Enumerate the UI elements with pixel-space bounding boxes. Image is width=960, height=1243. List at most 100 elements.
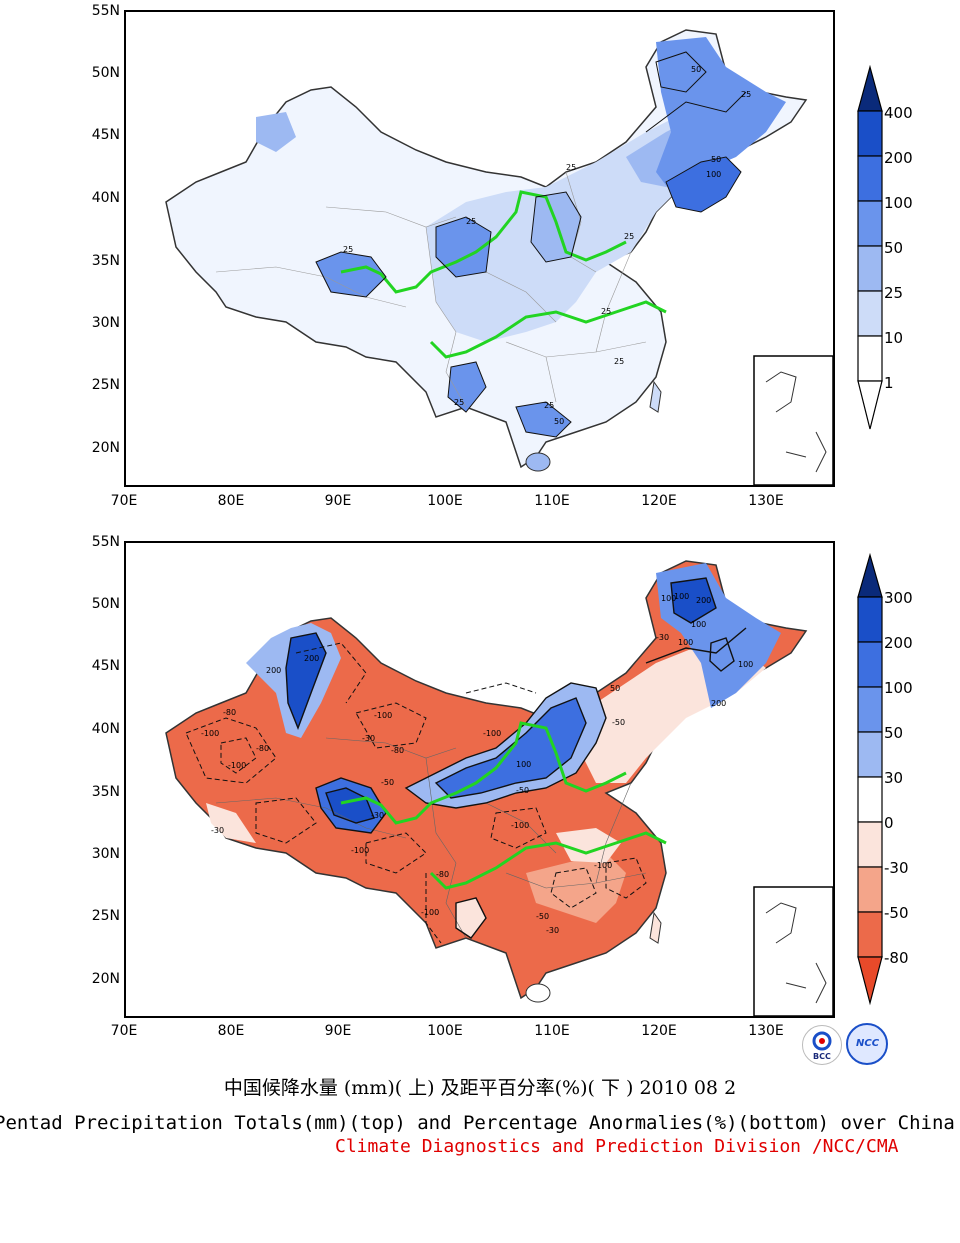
- lat-label: 50N: [91, 65, 120, 81]
- colorbar-label: 10: [884, 329, 904, 347]
- lon-label: 90E: [324, 1023, 352, 1039]
- contour-label-group: 50 25 50 100 25 25 25 25 25 25 50 25 25: [343, 65, 751, 426]
- colorbar-label: 50: [884, 239, 904, 257]
- contour-label: 50: [691, 65, 701, 74]
- lon-label: 70E: [110, 1023, 138, 1039]
- colorbar-label: 100: [884, 679, 913, 697]
- precip-25-50-se: [516, 402, 571, 437]
- colorbar-label: -80: [884, 949, 909, 967]
- colorbar-label: 400: [884, 104, 913, 122]
- lat-label: 45N: [91, 127, 120, 143]
- top-colorbar: [857, 65, 883, 430]
- contour-label: 50: [554, 417, 564, 426]
- contour-label: 25: [566, 163, 576, 172]
- hainan-island: [525, 452, 551, 472]
- province-lines: [215, 737, 647, 939]
- anomaly-positive-ne-core: [671, 578, 716, 623]
- contour-label: -100: [511, 821, 529, 830]
- contour-label: 100: [661, 594, 676, 603]
- contour-label: 200: [266, 666, 281, 675]
- precip-10-25-xinjiang: [256, 112, 296, 152]
- lon-label: 100E: [427, 493, 463, 509]
- precip-50-100-ne: [666, 157, 741, 212]
- ncc-logo: NCC: [846, 1023, 888, 1065]
- contour-label: -100: [421, 908, 439, 917]
- lat-label: 40N: [91, 721, 120, 737]
- top-map-svg: 50 25 50 100 25 25 25 25 25 25 50 25 25: [165, 29, 833, 485]
- contour-label: -80: [391, 746, 404, 755]
- contour-label: 200: [304, 654, 319, 663]
- contour-label: -100: [201, 729, 219, 738]
- contour-label: 100: [516, 760, 531, 769]
- contour-label-group: 200 200 100 100 200 -100 -80 -100 -80 -1…: [201, 592, 753, 935]
- bottom-colorbar: [857, 553, 883, 1006]
- precip-25-50-ne: [656, 37, 786, 192]
- contour-label: 25: [343, 245, 353, 254]
- colorbar-label: 300: [884, 589, 913, 607]
- lat-label: 30N: [91, 846, 120, 862]
- caption-english: Pentad Precipitation Totals(mm)(top) and…: [0, 1112, 955, 1134]
- inset-box: [753, 355, 833, 485]
- taiwan-island: [649, 380, 662, 413]
- bottom-map-frame: 200 200 100 100 200 -100 -80 -100 -80 -1…: [124, 541, 835, 1018]
- contour-label: -30: [546, 926, 559, 935]
- contour-label: 25: [614, 357, 624, 366]
- contour-label: 25: [466, 217, 476, 226]
- contour-label: 25: [624, 232, 634, 241]
- bcc-logo-icon: [812, 1031, 832, 1051]
- contour-label: 25: [601, 307, 611, 316]
- hainan-island: [525, 983, 551, 1003]
- lon-label: 90E: [324, 493, 352, 509]
- contour-label: 100: [738, 660, 753, 669]
- colorbar-label: 1: [884, 374, 894, 392]
- contour-label: -80: [223, 708, 236, 717]
- ncc-logo-text: NCC: [856, 1038, 880, 1049]
- colorbar-label: 100: [884, 194, 913, 212]
- colorbar-label: 25: [884, 284, 904, 302]
- contour-label: -50: [516, 786, 529, 795]
- contour-label: -30: [656, 633, 669, 642]
- contour-label: -50: [612, 718, 625, 727]
- lat-label: 30N: [91, 315, 120, 331]
- rivers: [340, 721, 667, 890]
- contour-label: 200: [711, 699, 726, 708]
- lat-label: 55N: [91, 534, 120, 550]
- bcc-logo: BCC: [802, 1025, 842, 1065]
- taiwan-island: [649, 911, 662, 944]
- precip-25-50-south: [448, 362, 486, 412]
- anomaly-positive-xinjiang-core: [286, 633, 326, 728]
- contour-label: -100: [374, 711, 392, 720]
- lon-label: 130E: [748, 493, 784, 509]
- lat-label: 45N: [91, 658, 120, 674]
- lon-label: 80E: [217, 1023, 245, 1039]
- contour-label: 100: [678, 638, 693, 647]
- colorbar-label: -30: [884, 859, 909, 877]
- contour-label: -80: [256, 744, 269, 753]
- lat-label: 50N: [91, 596, 120, 612]
- colorbar-label: 200: [884, 634, 913, 652]
- inset-box: [753, 886, 833, 1016]
- contour-label: -50: [536, 912, 549, 921]
- contour-label: 100: [691, 620, 706, 629]
- rivers: [340, 190, 667, 359]
- lon-label: 110E: [534, 493, 570, 509]
- colorbar-label: 30: [884, 769, 904, 787]
- contour-label: -30: [371, 811, 384, 820]
- contour-label: 100: [706, 170, 721, 179]
- lon-label: 100E: [427, 1023, 463, 1039]
- contour-label: 50: [610, 684, 620, 693]
- anomaly-minus30-south: [556, 828, 621, 863]
- contour-label: -100: [351, 846, 369, 855]
- contour-label: -100: [594, 861, 612, 870]
- contour-label: 25: [741, 90, 751, 99]
- lat-label: 20N: [91, 971, 120, 987]
- lat-label: 20N: [91, 440, 120, 456]
- province-lines: [215, 171, 647, 408]
- lat-label: 35N: [91, 253, 120, 269]
- contours: [315, 51, 747, 438]
- colorbar-label: 0: [884, 814, 894, 832]
- contour-label: 25: [544, 401, 554, 410]
- lon-label: 120E: [641, 1023, 677, 1039]
- colorbar-label: 200: [884, 149, 913, 167]
- contour-label: -80: [436, 870, 449, 879]
